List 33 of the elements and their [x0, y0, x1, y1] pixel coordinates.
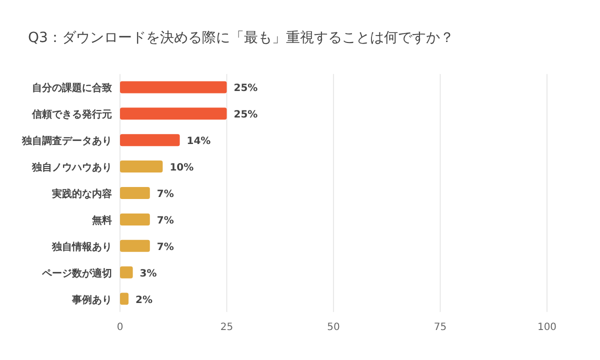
bar	[120, 187, 150, 199]
data-label: 7%	[156, 242, 174, 253]
bar	[120, 240, 150, 252]
data-label: 3%	[140, 268, 157, 280]
y-tick-label: 独自情報あり	[51, 240, 112, 253]
x-tick-label: 100	[537, 322, 557, 333]
x-tick-label: 75	[434, 322, 447, 333]
bar	[120, 160, 163, 173]
data-label: 2%	[136, 294, 153, 306]
data-label: 14%	[186, 136, 211, 148]
data-label: 7%	[156, 215, 174, 226]
x-tick-label: 25	[220, 322, 234, 333]
y-tick-label: 独自調査データあり	[21, 135, 112, 148]
y-tick-label: ページ数が適切	[41, 267, 112, 280]
bar	[120, 292, 129, 305]
data-label: 7%	[156, 189, 174, 200]
y-tick-label: 自分の課題に合致	[32, 82, 112, 94]
data-label: 25%	[234, 110, 258, 121]
data-label: 10%	[170, 162, 194, 174]
bar	[120, 134, 180, 146]
y-tick-label: 事例あり	[71, 294, 112, 306]
bar	[120, 81, 227, 94]
y-tick-label: 実践的な内容	[51, 188, 112, 200]
bar	[120, 213, 150, 226]
y-tick-label: 独自ノウハウあり	[31, 162, 112, 174]
x-tick-label: 0	[116, 322, 124, 333]
y-tick-label: 無料	[91, 214, 112, 226]
x-tick-label: 50	[327, 322, 340, 333]
data-label: 25%	[234, 83, 258, 94]
bar	[120, 266, 133, 278]
y-tick-label: 信頼できる発行元	[31, 108, 112, 121]
bar	[120, 108, 227, 120]
chart-title: Q3：ダウンロードを決める際に「最も」重視することは何ですか？	[28, 30, 454, 46]
